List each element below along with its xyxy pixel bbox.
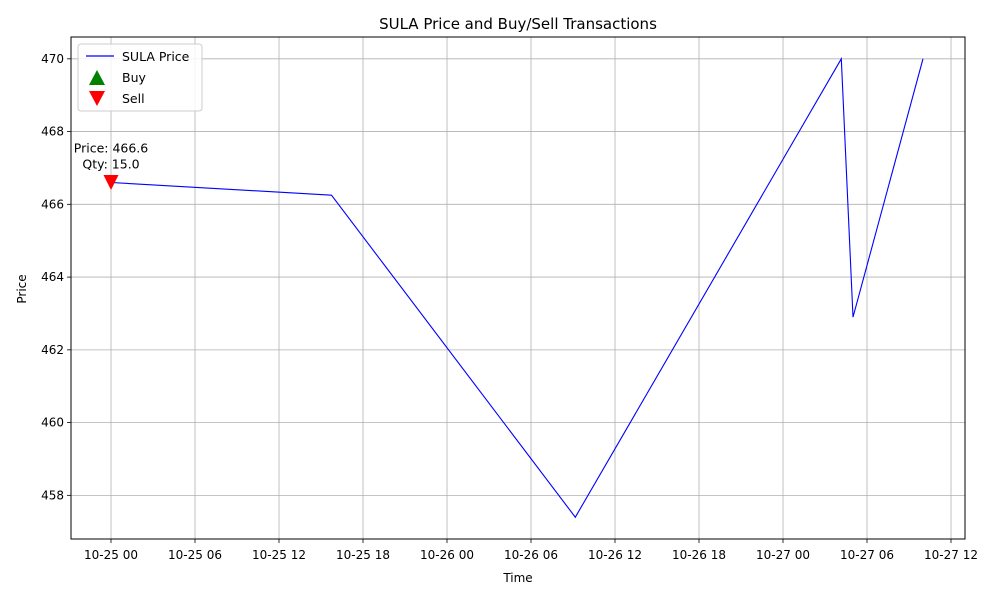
x-tick-label: 10-27 06 xyxy=(840,548,894,562)
x-tick-label: 10-25 00 xyxy=(84,548,138,562)
legend-label-price: SULA Price xyxy=(122,49,190,64)
x-tick-label: 10-27 12 xyxy=(924,548,978,562)
legend-sell-marker xyxy=(89,91,105,106)
y-tick-label: 468 xyxy=(41,125,64,139)
x-axis-label: Time xyxy=(502,571,532,585)
legend-label-sell: Sell xyxy=(122,91,145,106)
annotation-qty: Qty: 15.0 xyxy=(82,157,139,172)
y-tick-label: 460 xyxy=(41,416,64,430)
y-axis-label: Price xyxy=(15,274,29,303)
price-line xyxy=(110,56,924,519)
y-axis-ticks: 458 460 462 464 466 468 470 xyxy=(41,52,71,502)
x-tick-label: 10-25 18 xyxy=(336,548,390,562)
x-tick-label: 10-26 00 xyxy=(420,548,474,562)
x-tick-label: 10-25 06 xyxy=(168,548,222,562)
y-tick-label: 458 xyxy=(41,488,64,502)
chart-title: SULA Price and Buy/Sell Transactions xyxy=(379,15,657,33)
x-axis-ticks: 10-25 00 10-25 06 10-25 12 10-25 18 10-26 00… xyxy=(84,539,978,562)
x-tick-label: 10-25 12 xyxy=(252,548,306,562)
legend-buy-marker xyxy=(89,70,105,85)
legend-label-buy: Buy xyxy=(122,70,146,85)
sell-marker xyxy=(103,175,119,191)
transaction-markers xyxy=(103,175,119,191)
grid xyxy=(71,37,965,539)
y-tick-label: 466 xyxy=(41,197,64,211)
plot-frame xyxy=(70,36,966,540)
price-series xyxy=(110,56,924,519)
y-tick-label: 464 xyxy=(41,270,64,284)
legend: SULA Price Buy Sell xyxy=(77,43,203,112)
x-tick-label: 10-26 12 xyxy=(588,548,642,562)
x-tick-label: 10-26 18 xyxy=(672,548,726,562)
annotation-price: Price: 466.6 xyxy=(74,141,149,156)
x-tick-label: 10-26 06 xyxy=(504,548,558,562)
legend-box xyxy=(77,43,203,112)
y-tick-label: 462 xyxy=(41,343,64,357)
y-tick-label: 470 xyxy=(41,52,64,66)
x-tick-label: 10-27 00 xyxy=(756,548,810,562)
